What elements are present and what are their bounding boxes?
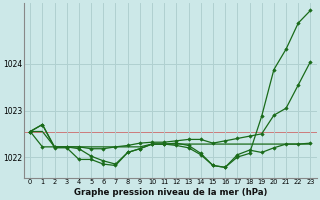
X-axis label: Graphe pression niveau de la mer (hPa): Graphe pression niveau de la mer (hPa) — [74, 188, 267, 197]
